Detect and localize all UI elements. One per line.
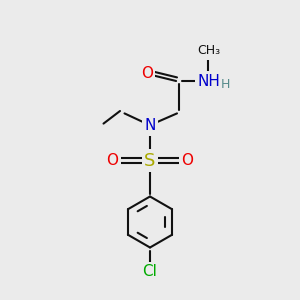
Text: Cl: Cl bbox=[142, 264, 158, 279]
Text: CH₃: CH₃ bbox=[197, 44, 220, 58]
Text: H: H bbox=[220, 78, 230, 91]
Text: O: O bbox=[141, 66, 153, 81]
Text: O: O bbox=[106, 153, 119, 168]
Text: O: O bbox=[182, 153, 194, 168]
Text: NH: NH bbox=[197, 74, 220, 88]
Text: S: S bbox=[144, 152, 156, 169]
Text: N: N bbox=[144, 118, 156, 134]
